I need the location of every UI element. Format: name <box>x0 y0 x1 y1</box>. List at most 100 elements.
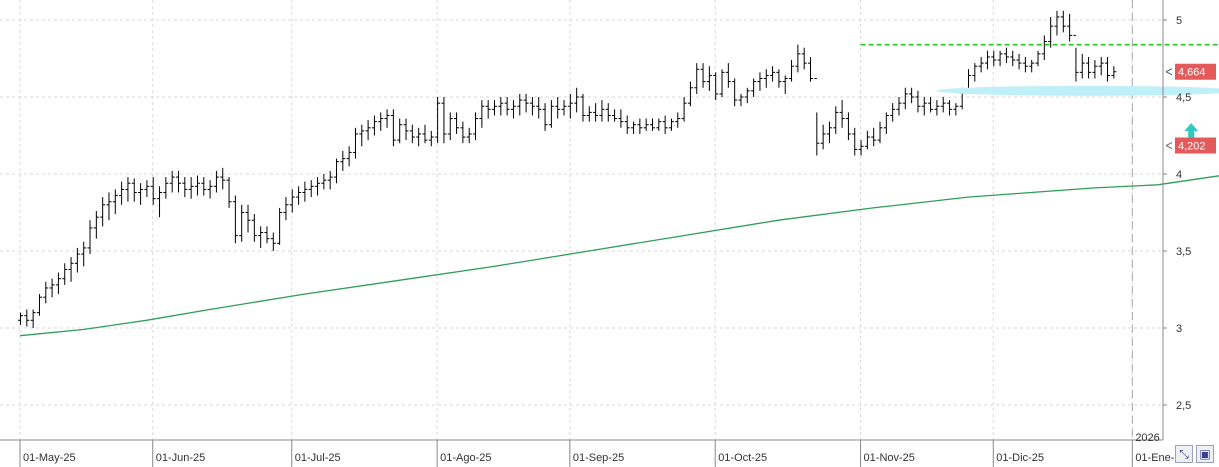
ohlc-bar <box>808 56 813 82</box>
ohlc-bar <box>675 112 681 128</box>
ohlc-bar <box>74 247 80 273</box>
ohlc-bar <box>839 100 845 128</box>
ohlc-bar <box>277 207 283 245</box>
ohlc-bar <box>700 63 706 88</box>
ohlc-bar <box>953 103 959 116</box>
ohlc-bar <box>460 121 466 144</box>
ohlc-bar <box>207 180 213 199</box>
ohlc-bar <box>150 177 156 205</box>
ohlc-bar <box>403 118 409 141</box>
ohlc-bar <box>365 120 371 141</box>
ohlc-bar <box>352 127 358 159</box>
ohlc-bar <box>972 63 978 82</box>
ohlc-bar <box>732 78 738 107</box>
ohlc-bar <box>485 100 491 119</box>
ohlc-bar <box>81 241 87 267</box>
ohlc-bar <box>441 97 447 144</box>
year-marker-label: 2026 <box>1135 432 1159 444</box>
ohlc-bar <box>593 103 599 122</box>
ohlc-bar <box>744 87 750 104</box>
ohlc-bar <box>498 97 504 116</box>
x-tick-label: 01-Oct-25 <box>718 452 767 464</box>
x-axis: 01-May-25 01-Jun-25 01-Jul-25 01-Ago-25 01-S… <box>19 432 1187 467</box>
moving-average-line <box>19 175 1219 337</box>
ohlc-bar <box>296 186 302 205</box>
ohlc-bar <box>580 93 586 122</box>
ohlc-bar <box>43 281 49 304</box>
ohlc-bar <box>18 312 23 325</box>
ohlc-bar <box>504 97 510 116</box>
x-tick-label: 01-Jun-25 <box>156 452 206 464</box>
ohlc-bar <box>864 130 870 150</box>
ohlc-bar <box>87 220 93 255</box>
ohlc-bar <box>93 210 99 239</box>
ohlc-bar <box>201 177 207 196</box>
ohlc-bar <box>308 180 314 198</box>
ohlc-bar <box>100 197 106 227</box>
y-tick-label: 5 <box>1176 15 1182 27</box>
x-tick-label: 01-Dic-25 <box>996 452 1044 464</box>
ohlc-bar <box>599 100 605 122</box>
ohlc-bar <box>378 112 384 131</box>
save-icon[interactable]: ▣ <box>1196 445 1214 463</box>
ohlc-bar <box>909 87 915 104</box>
x-tick-label: 01-May-25 <box>23 452 76 464</box>
ohlc-bar <box>226 177 232 208</box>
ohlc-bar <box>119 181 125 205</box>
ohlc-bar <box>36 294 42 316</box>
ohlc-bar <box>940 97 946 113</box>
ohlc-bar <box>1092 60 1098 79</box>
moving-average-tag-pointer <box>1165 142 1173 149</box>
ohlc-bar <box>138 183 144 205</box>
x-tick-label: 01-Sep-25 <box>573 452 624 464</box>
ohlc-bar <box>213 170 219 193</box>
ohlc-bar <box>637 118 643 134</box>
ohlc-bar <box>397 118 403 144</box>
ohlc-bar <box>902 87 908 110</box>
ohlc-bar <box>1048 16 1054 48</box>
ohlc-bar <box>112 189 118 215</box>
ohlc-bar <box>529 97 535 116</box>
ohlc-bar <box>1073 34 1079 82</box>
ohlc-bar <box>820 124 826 150</box>
moving-average-tag-text: 4,202 <box>1178 141 1206 153</box>
ohlc-bar <box>422 124 428 144</box>
ohlc-bar <box>1079 53 1085 79</box>
ohlc-bar <box>251 214 257 242</box>
ohlc-bar <box>738 93 744 107</box>
ohlc-bar <box>782 75 788 94</box>
ohlc-bar <box>169 170 175 193</box>
ohlc-bar <box>883 112 889 134</box>
ohlc-bar <box>359 124 365 147</box>
ohlc-bar <box>144 180 150 198</box>
ohlc-bar <box>921 97 927 116</box>
ohlc-bar <box>947 100 953 116</box>
ohlc-bar <box>890 103 896 122</box>
ohlc-bar <box>928 97 934 113</box>
zoom-fit-icon[interactable]: ⤡ <box>1175 445 1193 463</box>
x-tick-label: 01-Ene-26 <box>1135 452 1186 464</box>
last-price-tag-text: 4,664 <box>1178 67 1206 79</box>
ohlc-bar <box>991 50 997 67</box>
ohlc-bar <box>163 177 169 199</box>
ohlc-bar <box>327 170 333 190</box>
ohlc-bar <box>681 97 687 122</box>
y-tick-label: 4,5 <box>1176 92 1191 104</box>
ohlc-bar <box>510 100 516 119</box>
ohlc-bar <box>264 226 270 244</box>
ohlc-bar <box>687 81 693 107</box>
ohlc-bar <box>182 177 188 198</box>
ohlc-bar <box>49 278 55 298</box>
annotations <box>860 43 1219 141</box>
ohlc-bar <box>447 112 453 141</box>
ohlc-bar <box>542 103 548 131</box>
ohlc-bar <box>473 112 479 141</box>
moving-average-layer <box>19 175 1219 337</box>
y-tick-label: 4 <box>1176 169 1182 181</box>
price-tags: 4,664 4,202 <box>1165 63 1216 154</box>
ohlc-bar <box>106 192 112 221</box>
ohlc-bar <box>536 97 542 119</box>
ohlc-bar <box>826 121 832 144</box>
ohlc-bar <box>631 121 637 134</box>
